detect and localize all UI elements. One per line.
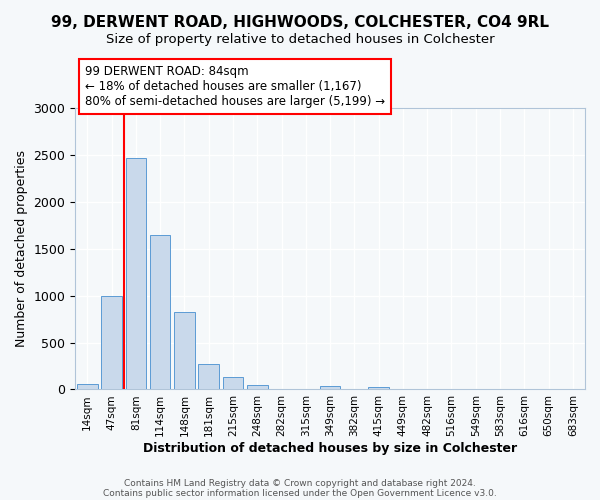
- Bar: [223, 378, 243, 390]
- X-axis label: Distribution of detached houses by size in Colchester: Distribution of detached houses by size …: [143, 442, 517, 455]
- Bar: [77, 384, 98, 390]
- Bar: [368, 386, 389, 390]
- Bar: [150, 234, 170, 390]
- Text: Contains public sector information licensed under the Open Government Licence v3: Contains public sector information licen…: [103, 488, 497, 498]
- Bar: [125, 158, 146, 390]
- Bar: [101, 296, 122, 390]
- Text: Size of property relative to detached houses in Colchester: Size of property relative to detached ho…: [106, 32, 494, 46]
- Y-axis label: Number of detached properties: Number of detached properties: [15, 150, 28, 347]
- Text: 99, DERWENT ROAD, HIGHWOODS, COLCHESTER, CO4 9RL: 99, DERWENT ROAD, HIGHWOODS, COLCHESTER,…: [51, 15, 549, 30]
- Bar: [199, 364, 219, 390]
- Bar: [320, 386, 340, 390]
- Text: Contains HM Land Registry data © Crown copyright and database right 2024.: Contains HM Land Registry data © Crown c…: [124, 478, 476, 488]
- Bar: [174, 312, 195, 390]
- Text: 99 DERWENT ROAD: 84sqm
← 18% of detached houses are smaller (1,167)
80% of semi-: 99 DERWENT ROAD: 84sqm ← 18% of detached…: [85, 65, 385, 108]
- Bar: [247, 385, 268, 390]
